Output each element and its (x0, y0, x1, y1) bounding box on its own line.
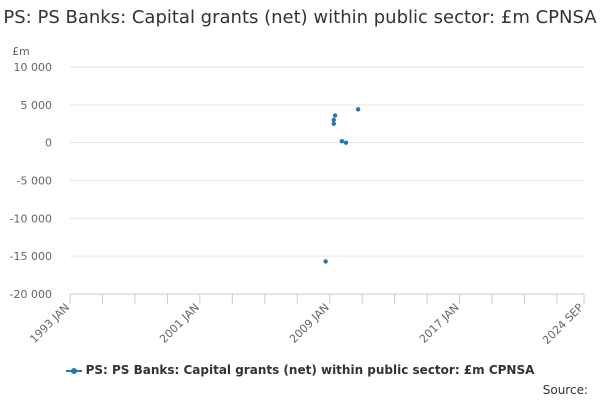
y-tick-label: -15 000 (10, 250, 52, 263)
y-tick-label: -5 000 (17, 175, 52, 188)
data-point[interactable] (331, 121, 336, 126)
source-label: Source: (542, 383, 588, 397)
y-tick-labels: 10 000 5 000 0 -5 000 -10 000 -15 000 -20 000 (10, 61, 52, 301)
data-point[interactable] (323, 259, 328, 264)
legend-label: PS: PS Banks: Capital grants (net) withi… (85, 363, 535, 377)
data-point[interactable] (343, 140, 349, 145)
chart-title: PS: PS Banks: Capital grants (net) withi… (3, 7, 597, 28)
y-tick-label: -20 000 (10, 288, 52, 301)
x-tick-labels: 1993 JAN 2001 JAN 2009 JAN 2017 JAN 2024 SEP (27, 301, 586, 347)
y-tick-label: -10 000 (10, 212, 52, 225)
data-points (323, 107, 361, 264)
y-tick-label: 10 000 (14, 61, 53, 74)
y-axis-unit-label: £m (12, 45, 30, 58)
data-point[interactable] (339, 138, 345, 144)
x-tick-label: 2024 SEP (540, 301, 586, 347)
x-tick-label: 2001 JAN (157, 301, 202, 346)
x-tick-label: 2017 JAN (417, 301, 462, 346)
gridlines (69, 66, 585, 304)
y-tick-label: 5 000 (21, 99, 53, 112)
data-point[interactable] (332, 113, 338, 118)
x-tick-label: 1993 JAN (27, 301, 72, 346)
x-tick-label: 2009 JAN (287, 301, 332, 346)
data-point[interactable] (331, 117, 336, 123)
legend[interactable]: PS: PS Banks: Capital grants (net) withi… (0, 363, 600, 377)
data-point[interactable] (355, 107, 361, 112)
y-tick-label: 0 (45, 137, 52, 150)
legend-marker-icon (65, 366, 82, 376)
